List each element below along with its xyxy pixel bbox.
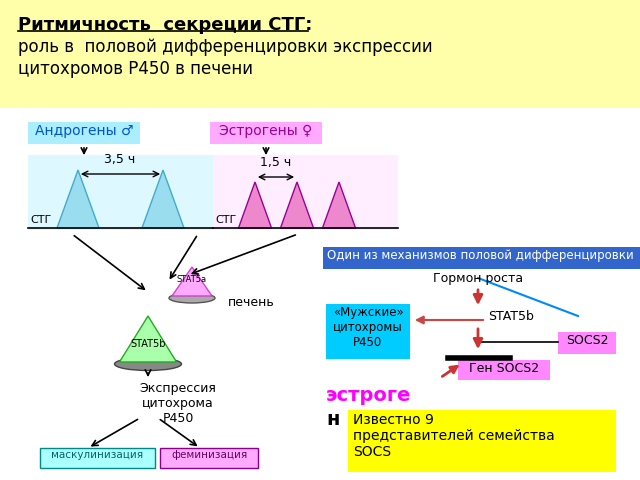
Text: STAT5b: STAT5b	[131, 339, 166, 349]
Text: эстроге: эстроге	[326, 386, 412, 405]
Polygon shape	[172, 267, 212, 296]
Text: Известно 9
представителей семейства
SOCS: Известно 9 представителей семейства SOCS	[353, 413, 555, 459]
Polygon shape	[142, 170, 184, 228]
FancyBboxPatch shape	[458, 360, 550, 380]
FancyBboxPatch shape	[28, 122, 140, 144]
Polygon shape	[120, 316, 177, 362]
Text: Один из механизмов половой дифференцировки: Один из механизмов половой дифференциров…	[327, 249, 634, 262]
FancyBboxPatch shape	[28, 155, 213, 230]
Text: Андрогены ♂: Андрогены ♂	[35, 124, 133, 138]
Polygon shape	[239, 182, 271, 228]
FancyBboxPatch shape	[323, 247, 640, 269]
Polygon shape	[323, 182, 355, 228]
FancyBboxPatch shape	[160, 448, 258, 468]
Text: STAT5b: STAT5b	[488, 310, 534, 323]
Text: Ген SOCS2: Ген SOCS2	[469, 362, 539, 375]
Text: Экспрессия
цитохрома
Р450: Экспрессия цитохрома Р450	[140, 382, 216, 425]
Text: печень: печень	[228, 296, 275, 309]
Text: 3,5 ч: 3,5 ч	[104, 153, 136, 166]
Ellipse shape	[169, 293, 215, 303]
Text: н: н	[326, 410, 339, 429]
Text: STAT5a: STAT5a	[177, 275, 207, 284]
Text: феминизация: феминизация	[171, 450, 247, 460]
Polygon shape	[280, 182, 314, 228]
FancyBboxPatch shape	[40, 448, 155, 468]
Text: Гормон роста: Гормон роста	[433, 272, 523, 285]
Text: SOCS2: SOCS2	[566, 334, 608, 347]
FancyBboxPatch shape	[326, 304, 410, 359]
FancyBboxPatch shape	[0, 0, 640, 108]
Text: роль в  половой дифференцировки экспрессии: роль в половой дифференцировки экспресси…	[18, 38, 433, 56]
FancyBboxPatch shape	[213, 155, 398, 230]
Text: маскулинизация: маскулинизация	[51, 450, 143, 460]
Text: «Мужские»
цитохромы
Р450: «Мужские» цитохромы Р450	[333, 306, 403, 349]
Ellipse shape	[115, 358, 182, 371]
Text: 1,5 ч: 1,5 ч	[260, 156, 292, 169]
FancyBboxPatch shape	[210, 122, 322, 144]
FancyBboxPatch shape	[348, 410, 616, 472]
Text: Эстрогены ♀: Эстрогены ♀	[220, 124, 312, 138]
Text: СТГ: СТГ	[30, 215, 51, 225]
Text: цитохромов Р450 в печени: цитохромов Р450 в печени	[18, 60, 253, 78]
FancyBboxPatch shape	[558, 332, 616, 354]
Polygon shape	[57, 170, 99, 228]
Text: Ритмичность  секреции СТГ:: Ритмичность секреции СТГ:	[18, 16, 312, 34]
Text: СТГ: СТГ	[215, 215, 236, 225]
